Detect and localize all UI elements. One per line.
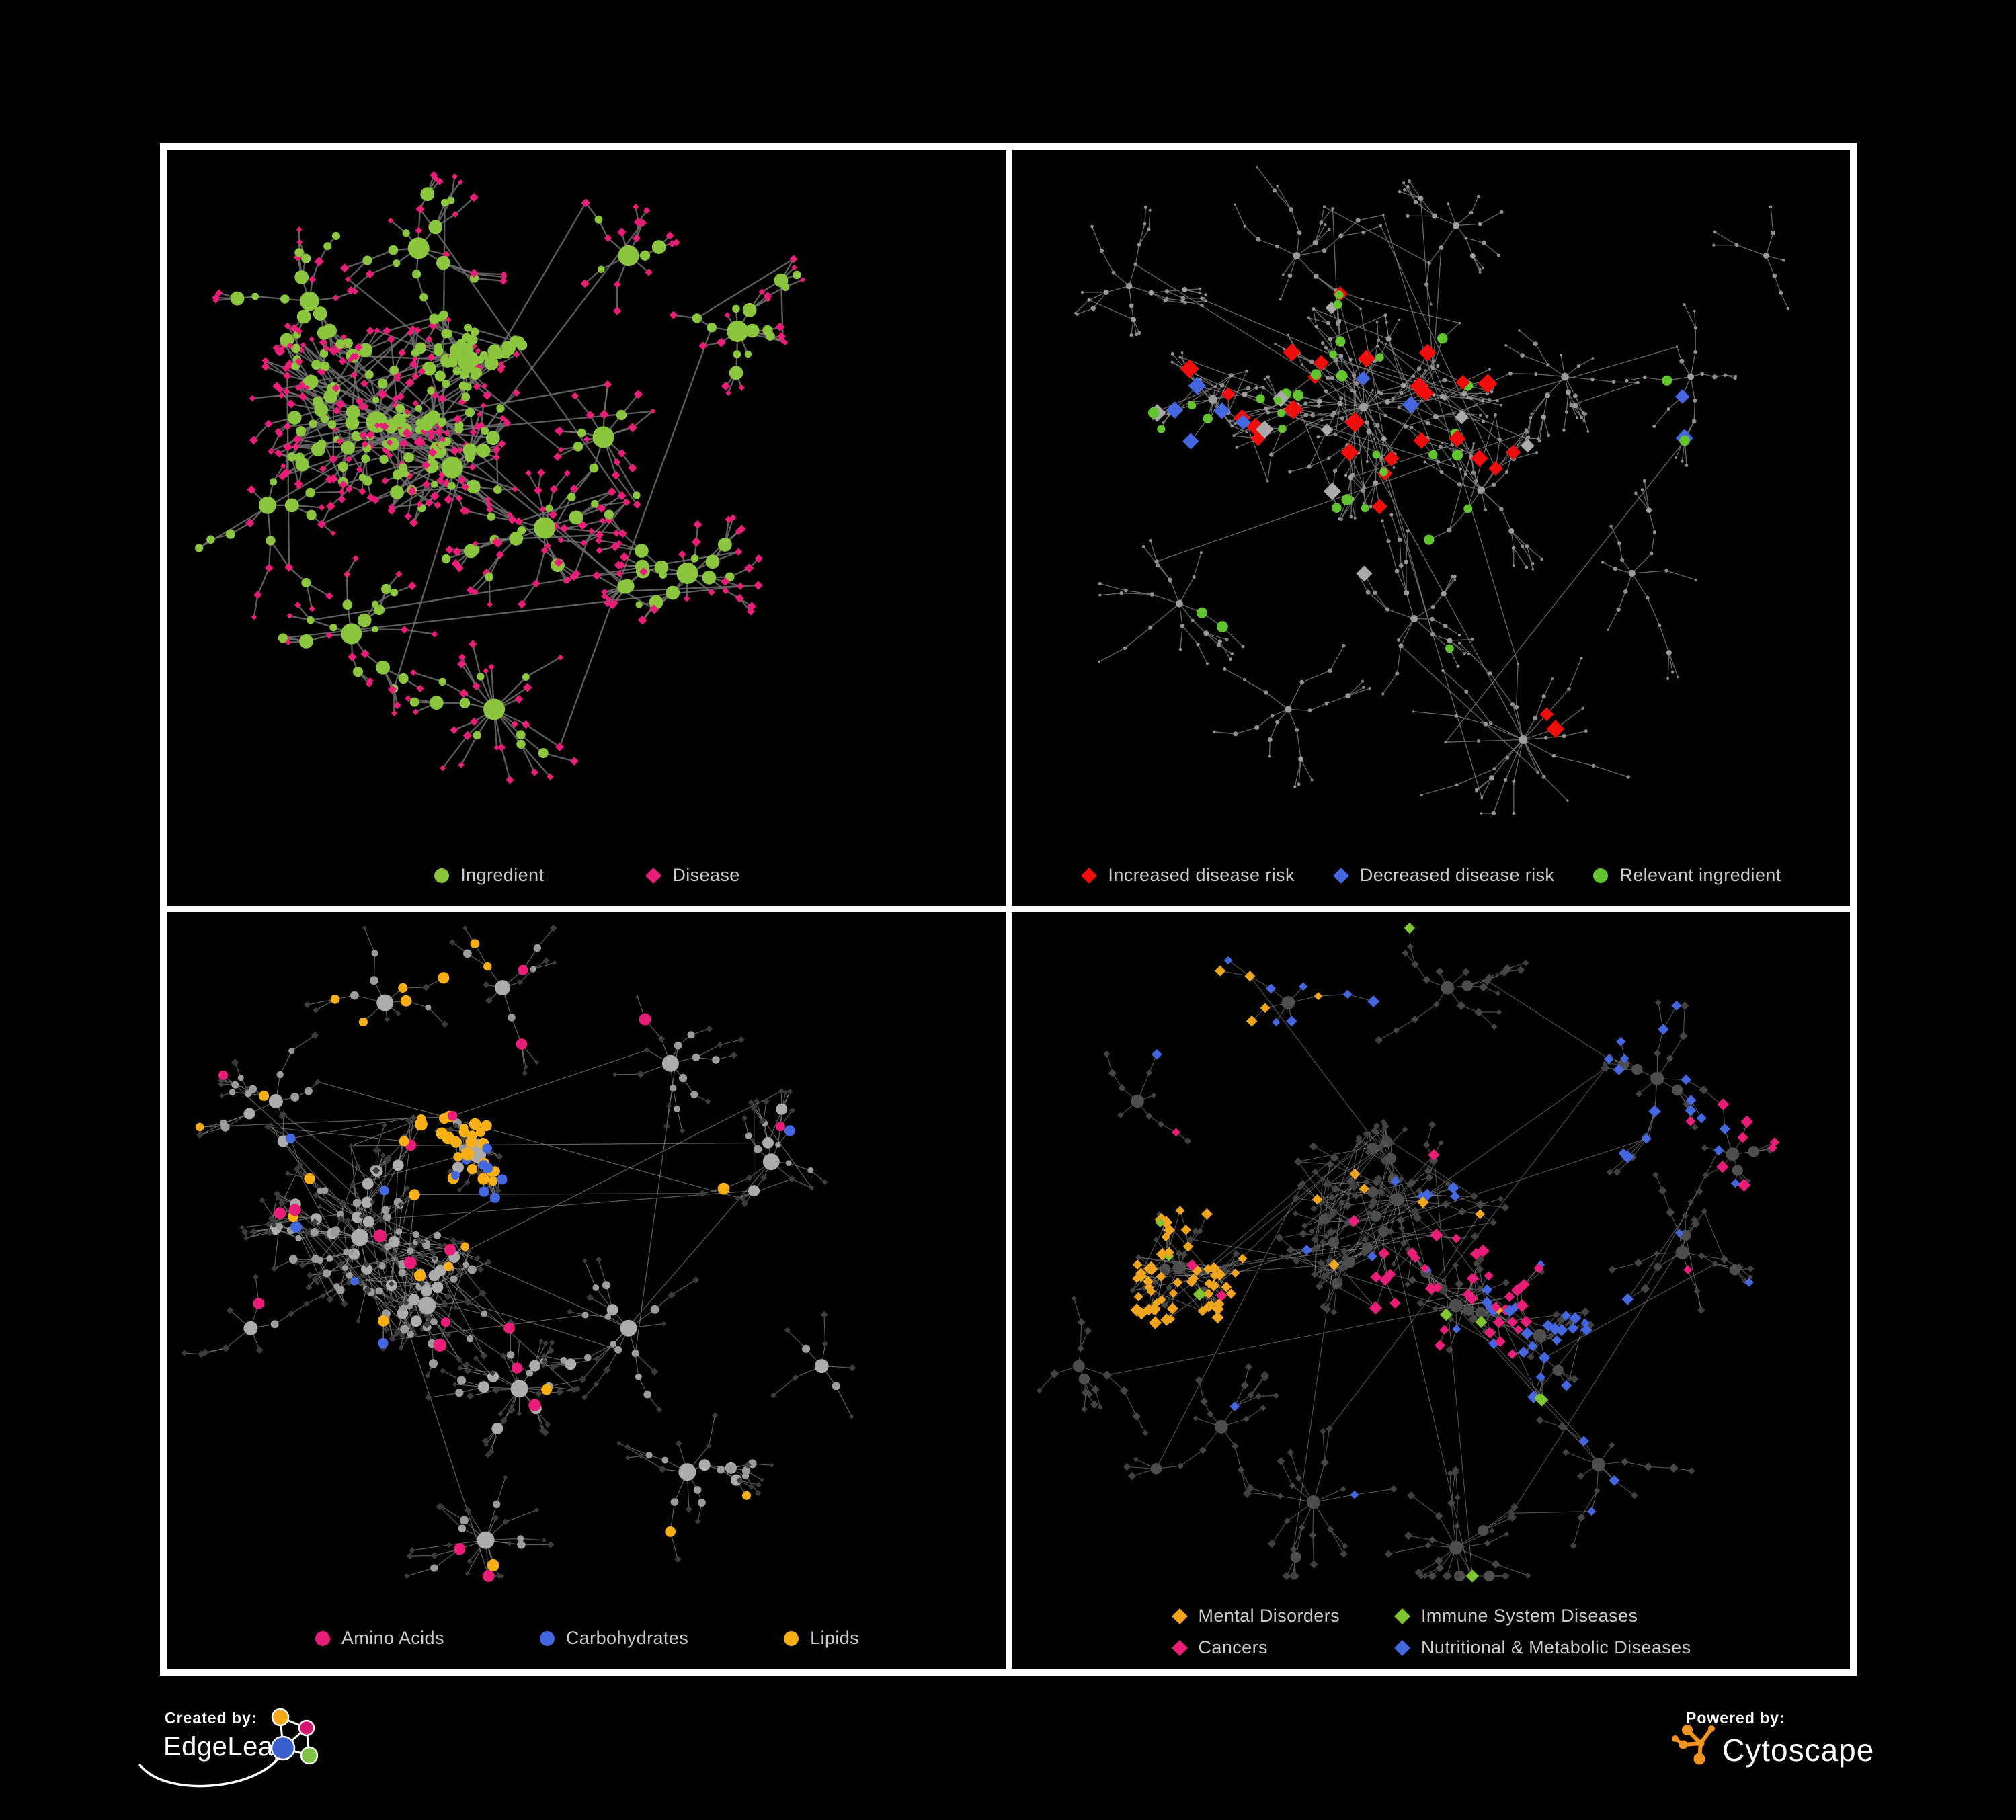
- legend-diamond-glyph: [1171, 1639, 1188, 1657]
- legend-item: Relevant ingredient: [1592, 865, 1781, 886]
- legend-item: Mental Disorders: [1171, 1606, 1340, 1626]
- legend-diamond-glyph: [1332, 867, 1350, 884]
- panel-nutrient-classes: Amino Acids Carbohydrates Lipids: [167, 912, 1006, 1669]
- legend-item: Lipids: [782, 1628, 859, 1649]
- legend-diamond-glyph: [1394, 1608, 1411, 1625]
- edgeleap-node-pink: [299, 1721, 314, 1735]
- legend-item: Amino Acids: [314, 1628, 444, 1649]
- legend-diamond-glyph: [1080, 867, 1098, 884]
- ingredient-disease-network: [167, 150, 1006, 906]
- legend-diamond-glyph: [645, 867, 662, 884]
- legend-ingredient-disease: Ingredient Disease: [167, 865, 1006, 886]
- created-by-label: Created by:: [165, 1709, 257, 1727]
- legend-circle-glyph: [1592, 867, 1609, 884]
- edgeleap-wordmark: EdgeLeap: [163, 1732, 288, 1762]
- legend-label: Nutritional & Metabolic Diseases: [1421, 1637, 1691, 1658]
- legend-label: Disease: [672, 865, 739, 886]
- panel-ingredient-disease: Ingredient Disease: [167, 150, 1006, 906]
- legend-label: Relevant ingredient: [1619, 865, 1781, 886]
- legend-disease-risk: Increased disease risk Decreased disease …: [1012, 865, 1850, 886]
- panel-disease-classes: Mental Disorders Immune System Diseases Ca…: [1012, 912, 1850, 1669]
- legend-disease-classes: Mental Disorders Immune System Diseases Ca…: [1012, 1606, 1850, 1658]
- legend-label: Carbohydrates: [566, 1628, 688, 1649]
- legend-item: Immune System Diseases: [1394, 1606, 1691, 1626]
- disease-risk-network: [1012, 150, 1850, 906]
- legend-label: Cancers: [1199, 1637, 1268, 1658]
- powered-by-label: Powered by:: [1686, 1709, 1785, 1727]
- legend-nutrient-classes: Amino Acids Carbohydrates Lipids: [167, 1628, 1006, 1649]
- legend-label: Mental Disorders: [1199, 1606, 1340, 1626]
- legend-circle-glyph: [782, 1630, 800, 1647]
- legend-item: Increased disease risk: [1080, 865, 1294, 886]
- legend-label: Increased disease risk: [1108, 865, 1294, 886]
- legend-circle-glyph: [433, 867, 450, 884]
- edgeleap-node-blue: [272, 1737, 294, 1760]
- disease-classes-network: [1012, 912, 1850, 1669]
- edgeleap-node-orange: [272, 1709, 288, 1725]
- legend-item: Ingredient: [433, 865, 544, 886]
- legend-label: Decreased disease risk: [1360, 865, 1554, 886]
- panel-disease-risk: Increased disease risk Decreased disease …: [1012, 150, 1850, 906]
- legend-item: Decreased disease risk: [1332, 865, 1554, 886]
- legend-label: Amino Acids: [341, 1628, 444, 1649]
- legend-circle-glyph: [314, 1630, 331, 1647]
- legend-label: Immune System Diseases: [1421, 1606, 1638, 1626]
- cytoscape-wordmark: Cytoscape: [1722, 1733, 1874, 1768]
- legend-label: Lipids: [810, 1628, 859, 1649]
- legend-item: Carbohydrates: [538, 1628, 688, 1649]
- nutrient-classes-network: [167, 912, 1006, 1669]
- legend-item: Cancers: [1171, 1637, 1340, 1658]
- legend-circle-glyph: [538, 1630, 556, 1647]
- legend-diamond-glyph: [1171, 1608, 1188, 1625]
- edgeleap-node-green: [301, 1747, 317, 1764]
- edgeleap-branding: Created by: EdgeLeap: [134, 1706, 363, 1820]
- legend-label: Ingredient: [460, 865, 544, 886]
- legend-item: Disease: [645, 865, 739, 886]
- cytoscape-branding: Powered by: Cytoscape: [1660, 1706, 1882, 1807]
- figure-frame: Ingredient Disease Increased disease risk…: [160, 143, 1857, 1676]
- legend-diamond-glyph: [1394, 1639, 1411, 1657]
- legend-item: Nutritional & Metabolic Diseases: [1394, 1637, 1691, 1658]
